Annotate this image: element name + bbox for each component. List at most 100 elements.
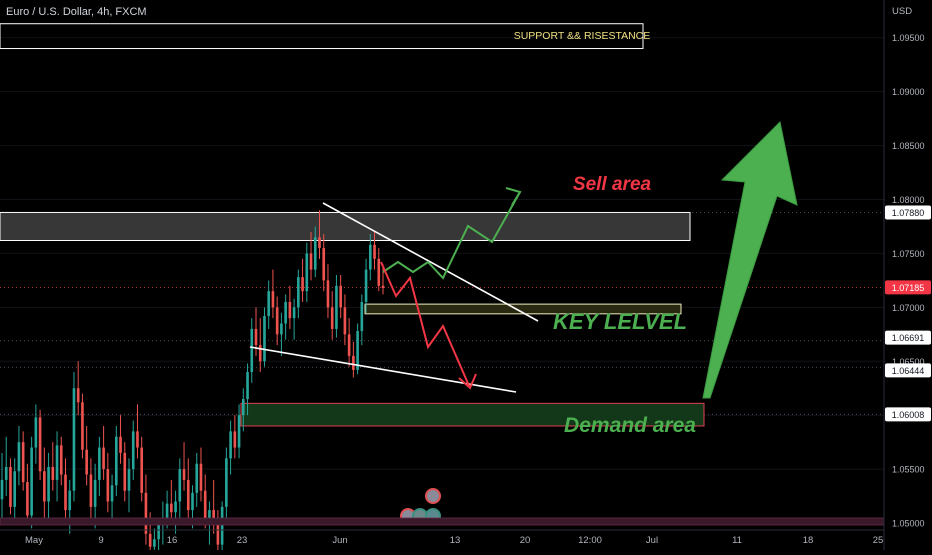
candle-body bbox=[352, 355, 355, 370]
candle-body bbox=[43, 471, 46, 502]
demand-area-label: Demand area bbox=[564, 414, 696, 437]
price-badge bbox=[885, 205, 931, 220]
candle-body bbox=[250, 328, 254, 373]
x-tick-label: 23 bbox=[237, 535, 248, 546]
symbol-title: Euro / U.S. Dollar, 4h, FXCM bbox=[6, 6, 147, 18]
price-badge-label: 1.06008 bbox=[892, 410, 925, 420]
candle-body bbox=[81, 402, 84, 450]
candles-layer bbox=[0, 210, 385, 555]
candle-body bbox=[309, 253, 313, 270]
candle-body bbox=[356, 331, 359, 370]
bullish-projection-arrowhead bbox=[505, 187, 522, 206]
y-tick-label: 1.08500 bbox=[892, 141, 925, 151]
candle-body bbox=[377, 258, 381, 286]
zones-layer bbox=[0, 23, 705, 427]
big-bullish-arrow[interactable] bbox=[702, 120, 798, 399]
candle-body bbox=[76, 388, 80, 403]
candle-body bbox=[178, 469, 182, 502]
candle-body bbox=[301, 277, 304, 292]
candle-body bbox=[203, 490, 207, 521]
candle-body bbox=[182, 469, 186, 480]
candle-body bbox=[191, 492, 194, 511]
candle-body bbox=[335, 285, 338, 329]
candle-body bbox=[174, 501, 177, 513]
candle-body bbox=[119, 436, 122, 453]
candle-body bbox=[216, 523, 220, 545]
candle-body bbox=[318, 237, 321, 249]
x-tick-label: Jun bbox=[332, 535, 347, 546]
time-scale[interactable]: May 9 16 23 Jun 13 20 12:00 Jul 11 18 25 bbox=[0, 529, 884, 546]
candle-body bbox=[98, 447, 101, 480]
price-badge-label: 1.07880 bbox=[892, 208, 925, 218]
candle-body bbox=[212, 510, 215, 524]
candle-body bbox=[9, 466, 12, 507]
candle-body bbox=[225, 458, 228, 507]
y-tick-label: 1.07000 bbox=[892, 303, 925, 313]
candle-body bbox=[258, 345, 262, 362]
candle-body bbox=[38, 417, 42, 472]
candle-body bbox=[34, 417, 38, 448]
candle-body bbox=[347, 334, 351, 356]
candle-body bbox=[144, 492, 148, 534]
price-badge bbox=[885, 363, 931, 378]
upper-trendline[interactable] bbox=[322, 202, 539, 322]
demand-zone[interactable] bbox=[240, 402, 705, 427]
candle-body bbox=[64, 474, 67, 511]
candle-body bbox=[368, 244, 372, 270]
candle-body bbox=[51, 466, 55, 480]
bullish-projection-path[interactable] bbox=[382, 191, 521, 280]
candle-body bbox=[68, 490, 72, 511]
candle-body bbox=[55, 445, 59, 480]
candle-body bbox=[153, 539, 156, 547]
candle-body bbox=[85, 449, 88, 475]
candle-body bbox=[271, 291, 275, 308]
candle-body bbox=[263, 315, 266, 362]
candle-body bbox=[195, 463, 199, 493]
x-tick-label: 16 bbox=[167, 535, 178, 546]
candle-body bbox=[330, 307, 334, 329]
candle-body bbox=[26, 482, 29, 516]
y-tick-label: 1.05500 bbox=[892, 465, 925, 475]
candle-body bbox=[288, 301, 292, 319]
candle-body bbox=[381, 285, 385, 288]
candle-body bbox=[157, 525, 160, 540]
x-tick-label: 9 bbox=[98, 535, 103, 546]
candle-body bbox=[136, 431, 139, 448]
candle-body bbox=[233, 431, 237, 448]
candle-body bbox=[275, 307, 279, 335]
price-scale[interactable]: USD 1.095001.090001.085001.080001.075001… bbox=[883, 0, 932, 550]
candle-body bbox=[229, 431, 232, 459]
support-resistance-label: SUPPORT && RISESTANCE bbox=[514, 30, 651, 42]
bearish-projection-path[interactable] bbox=[380, 261, 471, 389]
candle-body bbox=[267, 291, 271, 316]
candle-body bbox=[313, 237, 317, 270]
candle-body bbox=[373, 244, 376, 259]
sell-zone[interactable] bbox=[0, 211, 691, 241]
candle-body bbox=[106, 469, 110, 502]
x-tick-label: 25 bbox=[873, 535, 884, 546]
candle-body bbox=[4, 466, 8, 480]
key-level-zone[interactable] bbox=[364, 303, 682, 315]
x-tick-label: 18 bbox=[803, 535, 814, 546]
currency-label: USD bbox=[892, 6, 912, 17]
support-resistance-box[interactable] bbox=[0, 23, 644, 50]
candle-body bbox=[237, 415, 241, 448]
price-badge-label: 1.06444 bbox=[892, 366, 925, 376]
price-badge bbox=[885, 407, 931, 422]
candle-body bbox=[297, 277, 300, 308]
candle-body bbox=[127, 469, 131, 491]
candle-body bbox=[13, 471, 17, 507]
drawings-layer: SUPPORT && RISESTANCE Sell area KEY LELV… bbox=[249, 30, 798, 524]
candle-body bbox=[114, 436, 118, 486]
x-tick-label: 12:00 bbox=[578, 535, 602, 546]
x-tick-label: Jul bbox=[646, 535, 658, 546]
candle-body bbox=[148, 533, 152, 547]
candle-body bbox=[0, 479, 4, 500]
event-flag-icon[interactable] bbox=[425, 488, 441, 504]
y-tick-label: 1.09500 bbox=[892, 33, 925, 43]
x-tick-label: 20 bbox=[520, 535, 531, 546]
price-badge bbox=[885, 280, 931, 295]
candle-body bbox=[241, 399, 245, 416]
